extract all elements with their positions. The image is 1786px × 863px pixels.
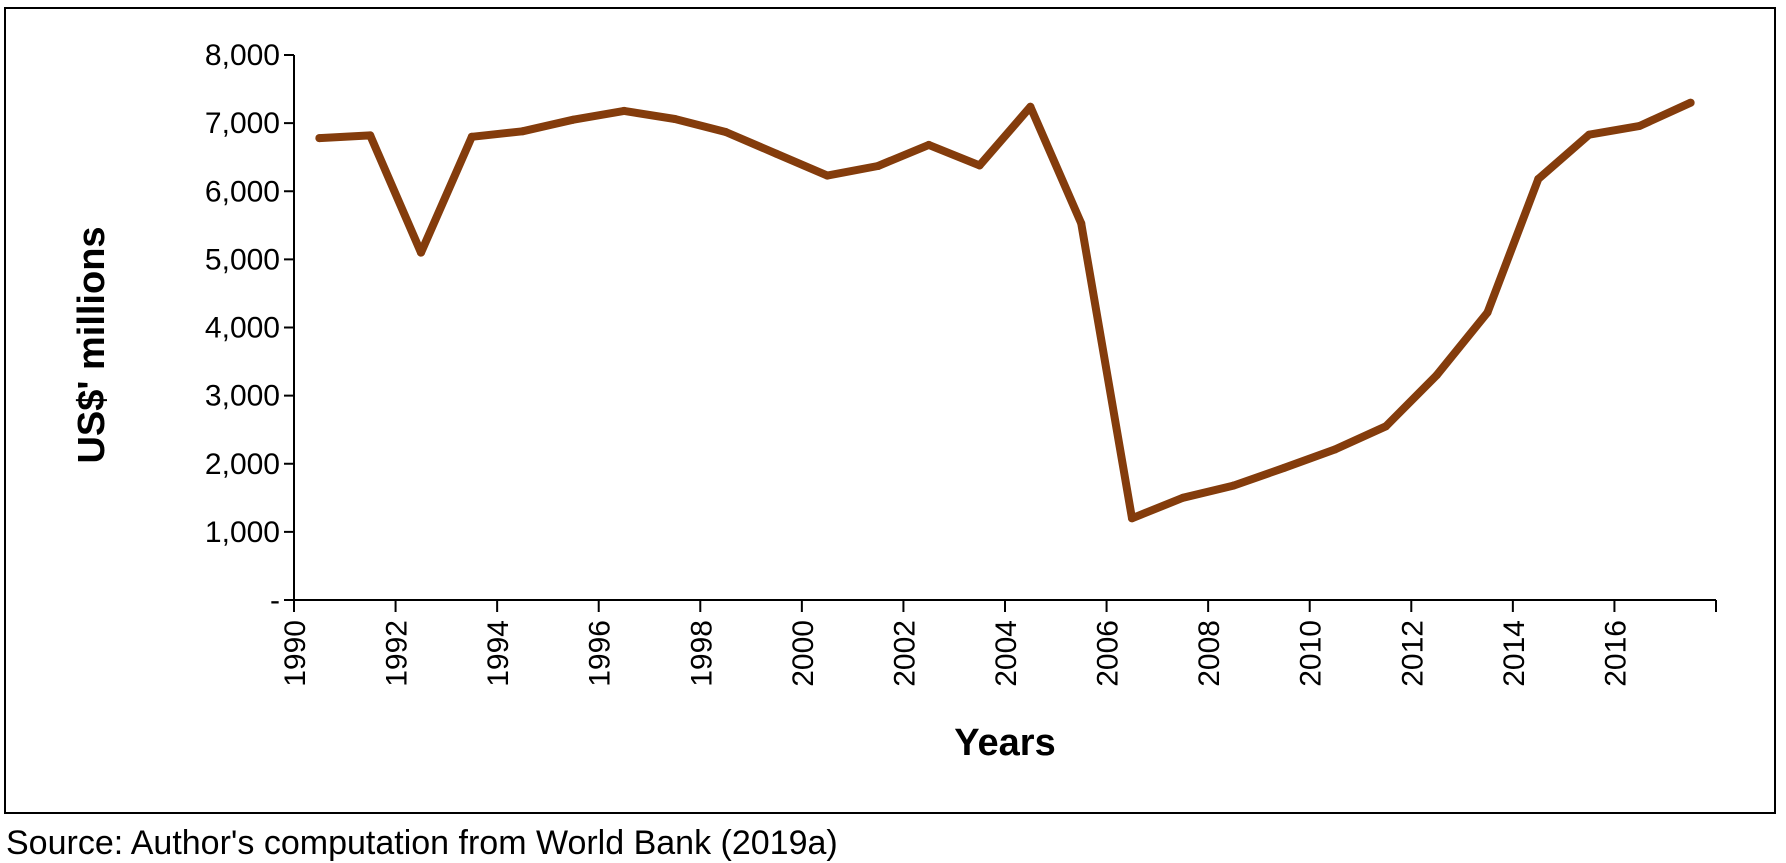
x-tick-label: 2016 — [1599, 620, 1632, 687]
chart-frame — [4, 7, 1776, 814]
data-point-2011 — [1381, 422, 1390, 431]
data-point-2008 — [1229, 481, 1238, 490]
data-point-1998 — [721, 127, 730, 136]
x-tick-label: 1992 — [381, 620, 414, 687]
x-tick-label: 2012 — [1396, 620, 1429, 687]
y-tick-label: 5,000 — [205, 243, 280, 276]
x-axis-title: Years — [954, 722, 1055, 764]
x-tick-label: 1994 — [482, 620, 515, 687]
data-point-2001 — [874, 162, 883, 171]
data-point-2002 — [924, 140, 933, 149]
data-point-1990 — [315, 134, 324, 143]
data-point-2010 — [1331, 445, 1340, 454]
data-point-2004 — [1026, 102, 1035, 111]
data-point-2007 — [1178, 493, 1187, 502]
data-point-2017 — [1686, 98, 1695, 107]
x-tick-label: 2004 — [990, 620, 1023, 687]
data-points — [315, 98, 1695, 523]
x-tick-label: 2010 — [1295, 620, 1328, 687]
data-point-1991 — [366, 131, 375, 140]
y-tick-label: 3,000 — [205, 380, 280, 413]
y-tick-label: 1,000 — [205, 516, 280, 549]
data-point-2014 — [1534, 174, 1543, 183]
data-point-2013 — [1483, 308, 1492, 317]
data-point-1997 — [670, 115, 679, 124]
x-tick-label: 2006 — [1092, 620, 1125, 687]
y-tick-label: 2,000 — [205, 448, 280, 481]
y-axis-title: US$' millions — [71, 226, 113, 463]
x-tick-label: 1990 — [279, 620, 312, 687]
y-tick-label: 6,000 — [205, 175, 280, 208]
line-chart: - 1,000 2,000 3,000 4,000 5,000 6,000 7,000 8,00… — [71, 39, 1717, 764]
data-point-2005 — [1077, 219, 1086, 228]
data-point-2003 — [975, 161, 984, 170]
y-tick-label: 7,000 — [205, 107, 280, 140]
y-axis-ticks: - 1,000 2,000 3,000 4,000 5,000 6,000 7,000 8,00… — [205, 39, 294, 617]
data-point-1994 — [518, 127, 527, 136]
data-point-2009 — [1280, 463, 1289, 472]
x-tick-label: 2014 — [1498, 620, 1531, 687]
x-tick-label: 2008 — [1193, 620, 1226, 687]
data-point-1995 — [569, 115, 578, 124]
series-line — [315, 98, 1695, 523]
data-point-2012 — [1432, 371, 1441, 380]
x-tick-label: 1998 — [685, 620, 718, 687]
data-point-1992 — [416, 248, 425, 257]
y-tick-label: 8,000 — [205, 39, 280, 72]
y-tick-label: 4,000 — [205, 312, 280, 345]
data-point-1993 — [467, 132, 476, 141]
data-point-2016 — [1635, 121, 1644, 130]
x-tick-label: 2002 — [888, 620, 921, 687]
x-axis-ticks: 1990 1992 1994 1996 1998 2000 2002 2004 2006 2008… — [279, 600, 1717, 687]
data-point-2000 — [823, 171, 832, 180]
y-tick-label: - — [270, 584, 280, 617]
x-tick-label: 1996 — [584, 620, 617, 687]
data-point-2015 — [1585, 130, 1594, 139]
data-point-2006 — [1127, 514, 1136, 523]
source-note: Source: Author's computation from World … — [6, 824, 838, 862]
x-tick-label: 2000 — [787, 620, 820, 687]
data-point-1999 — [772, 149, 781, 158]
data-point-1996 — [620, 106, 629, 115]
